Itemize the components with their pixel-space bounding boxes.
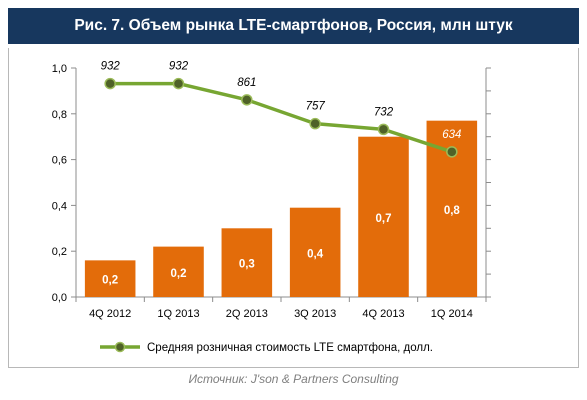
line-point-marker bbox=[309, 117, 321, 130]
line-data-label: 634 bbox=[442, 129, 461, 141]
line-point-marker bbox=[446, 146, 458, 158]
x-tick-label: 3Q 2013 bbox=[294, 308, 336, 320]
chart-frame bbox=[8, 48, 579, 368]
line-point-marker bbox=[241, 94, 253, 106]
bar bbox=[84, 260, 136, 297]
bar bbox=[153, 246, 204, 297]
line-point-marker bbox=[172, 77, 185, 90]
line-point-marker bbox=[104, 77, 116, 90]
x-tick-label: 2Q 2013 bbox=[226, 308, 268, 320]
series-line bbox=[110, 81, 453, 154]
source-note: Источник: J'son & Partners Consulting bbox=[188, 372, 399, 386]
bar-data-label: 0,3 bbox=[239, 259, 255, 271]
line-point-marker bbox=[377, 123, 390, 136]
x-tick-label: 1Q 2013 bbox=[157, 308, 199, 320]
y-tick-label: 0,4 bbox=[52, 200, 67, 212]
x-tick-label: 1Q 2014 bbox=[431, 308, 473, 320]
x-tick-label: 4Q 2012 bbox=[89, 308, 131, 320]
y-tick-label: 0,0 bbox=[52, 292, 67, 304]
y-tick-label: 0,6 bbox=[52, 155, 67, 167]
chart-title: Рис. 7. Объем рынка LTE-смартфонов, Росс… bbox=[74, 17, 513, 34]
line-data-label: 732 bbox=[374, 106, 394, 118]
bar-data-label: 0,2 bbox=[102, 275, 118, 287]
bar-data-label: 0,7 bbox=[376, 213, 392, 225]
legend-label: Средняя розничная стоимость LTE смартфон… bbox=[147, 342, 433, 354]
bar bbox=[221, 228, 273, 297]
line-data-label: 932 bbox=[101, 61, 121, 73]
bar-data-label: 0,8 bbox=[444, 205, 461, 217]
bar bbox=[358, 136, 409, 297]
bar-data-label: 0,4 bbox=[307, 248, 324, 260]
line-data-label: 757 bbox=[306, 101, 326, 113]
x-tick-label: 4Q 2013 bbox=[362, 308, 404, 320]
y-tick-label: 1,0 bbox=[52, 63, 67, 75]
bar bbox=[289, 207, 341, 297]
line-data-label: 932 bbox=[169, 61, 189, 73]
bar-data-label: 0,2 bbox=[171, 268, 187, 280]
chart-title-bar: Рис. 7. Объем рынка LTE-смартфонов, Росс… bbox=[8, 8, 579, 44]
line-data-label: 861 bbox=[237, 77, 256, 89]
legend-marker-swatch bbox=[114, 341, 126, 353]
y-tick-label: 0,8 bbox=[52, 109, 67, 121]
y-tick-label: 0,2 bbox=[52, 246, 67, 258]
